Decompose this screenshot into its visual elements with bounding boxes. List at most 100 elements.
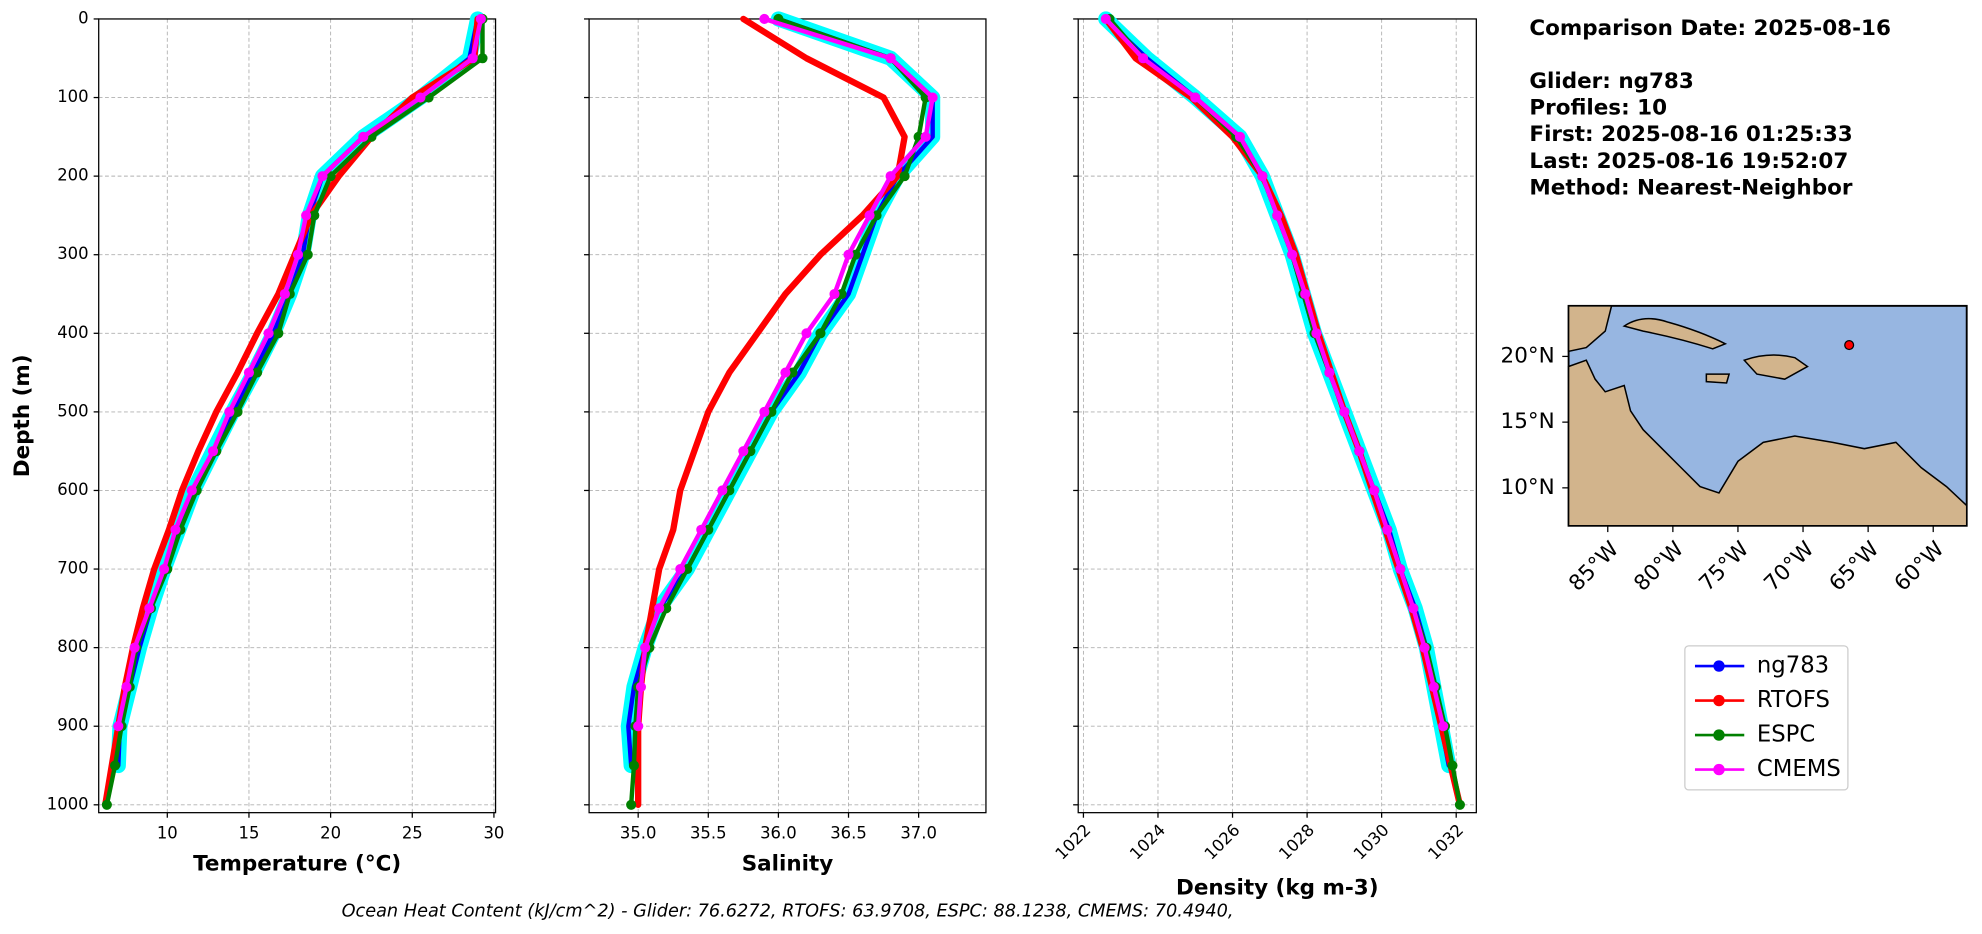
legend-marker [1713, 694, 1725, 707]
profile-marker [724, 485, 735, 496]
profile-marker [829, 288, 840, 300]
info-glider: Glider: ng783 [1529, 69, 1693, 94]
profile-marker [628, 760, 640, 771]
profile-line [116, 16, 480, 768]
legend-marker [1713, 763, 1725, 776]
y-axis-label: Depth (m) [10, 354, 35, 477]
profile-marker [850, 249, 861, 260]
profile-marker [864, 210, 875, 221]
profile-marker [302, 249, 313, 260]
profile-marker [738, 446, 749, 457]
info-last: Last: 2025-08-16 19:52:07 [1529, 149, 1848, 174]
x-axis-label: Density (kg m-3) [1176, 876, 1379, 901]
info-date: Comparison Date: 2025-08-16 [1529, 16, 1890, 41]
x-tick-label: 37.0 [900, 824, 937, 843]
profile-marker [158, 563, 170, 575]
profile-marker [273, 328, 284, 339]
profile-marker [635, 681, 647, 692]
profile-marker [717, 485, 728, 496]
map-lon-label: 60°W [1890, 537, 1950, 597]
profile-marker [252, 367, 263, 378]
y-tick-label: 100 [57, 87, 88, 106]
profile-marker [885, 53, 896, 64]
x-tick-label: 1026 [1201, 820, 1244, 863]
map-land [1567, 359, 1968, 527]
y-tick-label: 800 [57, 637, 88, 656]
profile-marker [885, 171, 896, 182]
map-lon-label: 70°W [1760, 537, 1820, 597]
profile-marker [129, 642, 140, 653]
map-lon-label: 80°W [1629, 537, 1689, 597]
legend-marker [1713, 660, 1725, 672]
profile-marker [1395, 563, 1406, 575]
profile-marker [801, 328, 812, 339]
plot-frame [1077, 18, 1477, 814]
profile-marker [1339, 406, 1350, 417]
profile-marker [1300, 288, 1311, 300]
profile-line [1103, 16, 1451, 768]
y-tick-label: 300 [57, 244, 88, 263]
map-land [1567, 305, 1613, 353]
x-tick-label: 35.0 [620, 824, 657, 843]
footer: Ocean Heat Content (kJ/cm^2) - Glider: 7… [342, 901, 1234, 921]
y-tick-label: 1000 [47, 794, 89, 813]
profile-marker [871, 210, 882, 221]
profile-marker [682, 563, 693, 575]
legend-box [1684, 645, 1849, 791]
profile-marker [1190, 92, 1201, 103]
profile-marker [815, 328, 826, 339]
map-lon-label: 85°W [1564, 537, 1624, 597]
map-lon-label: 65°W [1825, 537, 1885, 597]
profile-marker [109, 760, 121, 771]
legend-marker [1713, 729, 1725, 741]
profile-marker [675, 563, 686, 575]
legend-label: ng783 [1757, 653, 1829, 679]
map-lat-label: 20°N [1501, 343, 1555, 368]
profile-marker [759, 13, 770, 25]
profile-marker [1311, 328, 1322, 339]
y-tick-label: 400 [57, 323, 88, 342]
profile-spread [110, 11, 486, 774]
glider-location [1844, 339, 1855, 351]
profile-marker [224, 406, 235, 417]
profile-marker [186, 485, 197, 496]
profile-marker [654, 603, 665, 614]
profile-marker [279, 288, 290, 300]
profile-marker [661, 603, 672, 614]
profile-marker [633, 721, 644, 732]
x-tick-label: 10 [157, 824, 178, 843]
profile-marker [920, 131, 931, 142]
map-island [1622, 317, 1728, 350]
profile-marker [766, 406, 777, 417]
profile-marker [1257, 171, 1268, 182]
profile-marker [1438, 721, 1449, 732]
legend-label: ESPC [1757, 722, 1815, 748]
plot-frame [98, 18, 497, 814]
profile-marker [477, 53, 488, 64]
profile-marker [640, 642, 651, 653]
profile-marker [1382, 524, 1393, 535]
profile-marker [759, 406, 770, 417]
profile-marker [1287, 249, 1298, 260]
info-first: First: 2025-08-16 01:25:33 [1529, 122, 1852, 147]
profile-marker [836, 288, 847, 300]
info-method: Method: Nearest-Neighbor [1529, 175, 1852, 200]
profile-marker [1447, 760, 1458, 771]
profile-marker [780, 367, 791, 378]
x-axis-label: Temperature (°C) [193, 851, 401, 876]
profile-marker [475, 13, 486, 25]
profile-line [1103, 16, 1446, 729]
y-tick-label: 900 [57, 716, 88, 735]
profile-marker [787, 367, 798, 378]
map-lat-label: 15°N [1501, 409, 1555, 434]
profile-marker [696, 524, 707, 535]
profile-marker [1354, 446, 1365, 457]
x-tick-label: 1030 [1350, 820, 1393, 863]
profile-marker [745, 446, 756, 457]
profile-spread [1098, 11, 1457, 774]
profile-marker [317, 171, 328, 182]
profile-marker [358, 131, 369, 142]
profile-marker [1419, 642, 1430, 653]
